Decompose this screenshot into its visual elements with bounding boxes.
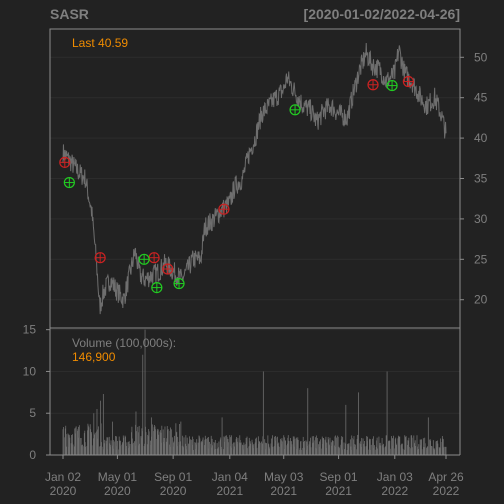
sell-signal-marker [94, 252, 106, 264]
price-y-tick-label: 50 [474, 50, 488, 64]
volume-y-tick-label: 10 [23, 364, 37, 378]
price-y-tick-label: 45 [474, 91, 488, 105]
x-tick-label: May 01 [98, 470, 138, 484]
price-y-tick-label: 40 [474, 131, 488, 145]
sell-signal-marker [218, 203, 230, 215]
last-price-label: Last 40.59 [72, 36, 128, 50]
chart-title: SASR [50, 6, 89, 22]
buy-signal-marker [386, 79, 398, 92]
buy-signal-marker [63, 176, 75, 189]
price-series [62, 43, 447, 315]
price-y-tick-label: 20 [474, 293, 488, 307]
volume-last-value: 146,900 [72, 350, 116, 364]
signal-markers [59, 75, 414, 294]
sell-signal-marker [402, 75, 414, 88]
x-tick-year: 2021 [325, 484, 352, 498]
price-y-axis: 20 25 30 35 40 45 50 [460, 50, 488, 307]
x-tick-year: 2021 [216, 484, 243, 498]
x-tick-label: Jan 03 [377, 470, 413, 484]
x-tick-label: Sep 01 [320, 470, 358, 484]
x-tick-year: 2020 [104, 484, 131, 498]
sell-signal-marker [162, 263, 174, 275]
price-line [62, 43, 447, 315]
x-tick-year: 2022 [381, 484, 408, 498]
price-y-tick-label: 25 [474, 252, 488, 266]
volume-bars [62, 329, 447, 455]
sell-signal-marker [59, 156, 71, 168]
x-tick-label: Jan 02 [45, 470, 81, 484]
x-tick-year: 2021 [270, 484, 297, 498]
date-range-label: [2020-01-02/2022-04-26] [304, 6, 460, 22]
buy-signal-marker [173, 277, 185, 290]
x-tick-year: 2020 [160, 484, 187, 498]
volume-y-tick-label: 15 [23, 323, 37, 337]
price-y-tick-label: 35 [474, 172, 488, 186]
price-y-tick-label: 30 [474, 212, 488, 226]
buy-signal-marker [289, 104, 301, 116]
sell-signal-marker [148, 252, 160, 264]
buy-signal-marker [138, 253, 150, 265]
volume-label: Volume (100,000s): [72, 336, 176, 350]
x-tick-label: Sep 01 [154, 470, 192, 484]
x-tick-label: Apr 26 [428, 470, 464, 484]
x-tick-year: 2020 [50, 484, 77, 498]
volume-y-tick-label: 5 [29, 406, 36, 420]
x-tick-label: Jan 04 [212, 470, 248, 484]
volume-y-tick-label: 0 [29, 448, 36, 462]
x-tick-year: 2022 [433, 484, 460, 498]
volume-y-axis: 0 5 10 15 [23, 323, 50, 462]
buy-signal-marker [151, 281, 163, 294]
sell-signal-marker [367, 79, 379, 91]
x-tick-label: May 03 [264, 470, 304, 484]
